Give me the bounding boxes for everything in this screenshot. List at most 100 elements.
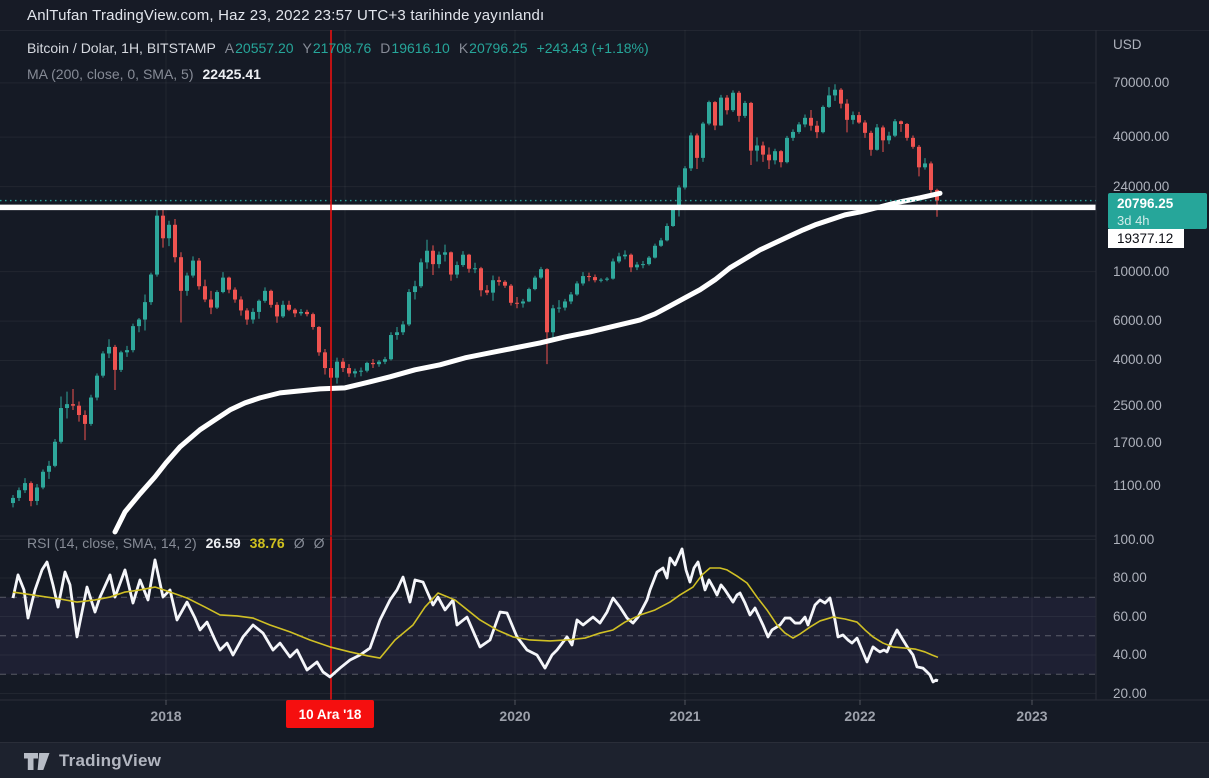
price-axis-label: 1100.00 xyxy=(1113,477,1161,493)
rsi-axis-label: 60.00 xyxy=(1113,608,1147,624)
candle-body xyxy=(839,89,843,104)
candle-body xyxy=(569,294,573,302)
candle-body xyxy=(323,352,327,369)
ma-label: MA (200, close, 0, SMA, 5) xyxy=(27,66,194,82)
candle-body xyxy=(785,137,789,163)
candle-body xyxy=(899,121,903,124)
price-axis-label: 10000.00 xyxy=(1113,263,1170,279)
candle-body xyxy=(761,145,765,155)
footer-bar: TradingView xyxy=(0,742,1209,778)
rsi-legend[interactable]: RSI (14, close, SMA, 14, 2) 26.59 38.76 … xyxy=(27,535,325,551)
candle-body xyxy=(269,290,273,305)
candle-body xyxy=(101,353,105,376)
candle-body xyxy=(617,256,621,262)
drawing-price-badge: 19377.12 xyxy=(1108,229,1184,248)
rsi-sma-value: 38.76 xyxy=(249,535,285,551)
candle-body xyxy=(173,224,177,258)
candle-body xyxy=(731,92,735,111)
time-axis-label: 2018 xyxy=(150,708,182,724)
candle-body xyxy=(257,300,261,312)
chart-canvas[interactable] xyxy=(0,30,1209,742)
candle-body xyxy=(341,361,345,369)
ma-200-line xyxy=(112,190,943,535)
candle-body xyxy=(707,102,711,124)
rsi-axis-label: 20.00 xyxy=(1113,685,1147,701)
rsi-axis-label: 80.00 xyxy=(1113,570,1147,585)
low-value: D 19616.10 xyxy=(380,40,450,56)
candle-body xyxy=(683,168,687,188)
candle-body xyxy=(419,262,423,287)
candle-body xyxy=(863,122,867,133)
candle-body xyxy=(59,408,63,442)
candle-body xyxy=(353,371,357,374)
candle-body xyxy=(335,361,339,378)
candle-body xyxy=(905,123,909,138)
candle-body xyxy=(431,250,435,265)
price-axis-label: 40000.00 xyxy=(1113,129,1170,145)
candle-body xyxy=(191,260,195,276)
candle-body xyxy=(239,299,243,311)
candle-body xyxy=(467,254,471,269)
current-price-badge: 20796.25 3d 4h xyxy=(1108,193,1207,229)
candle-body xyxy=(461,254,465,266)
candle-body xyxy=(695,135,699,158)
candle-body xyxy=(41,471,45,488)
candle-body xyxy=(455,265,459,275)
candle-body xyxy=(287,304,291,310)
symbol-title: Bitcoin / Dolar, 1H, BITSTAMP xyxy=(27,40,216,56)
close-value: K 20796.25 xyxy=(458,40,528,56)
rsi-null-2: Ø xyxy=(313,535,325,551)
candle-body xyxy=(233,289,237,300)
candle-body xyxy=(395,332,399,336)
candle-body xyxy=(413,286,417,293)
candle-body xyxy=(479,268,483,291)
rsi-label: RSI (14, close, SMA, 14, 2) xyxy=(27,535,197,551)
candle-body xyxy=(11,497,15,504)
candle-body xyxy=(221,277,225,293)
candle-body xyxy=(599,279,603,281)
rsi-line xyxy=(11,547,939,684)
candle-body xyxy=(29,483,33,501)
candle-body xyxy=(815,125,819,133)
tradingview-logo-icon[interactable] xyxy=(24,752,50,770)
symbol-legend[interactable]: Bitcoin / Dolar, 1H, BITSTAMP A 20557.20 … xyxy=(27,40,649,56)
price-axis-label: 2500.00 xyxy=(1113,398,1162,414)
candle-body xyxy=(701,123,705,158)
current-price-value: 20796.25 xyxy=(1117,196,1174,211)
candle-body xyxy=(23,483,27,491)
bar-countdown: 3d 4h xyxy=(1117,212,1150,228)
candle-body xyxy=(521,301,525,304)
candle-body xyxy=(389,335,393,360)
candle-body xyxy=(503,281,507,286)
candle-body xyxy=(401,324,405,333)
candle-body xyxy=(137,319,141,327)
candle-body xyxy=(299,311,303,314)
candle-body xyxy=(725,97,729,111)
candle-body xyxy=(887,135,891,141)
candle-body xyxy=(557,307,561,309)
ma-legend[interactable]: MA (200, close, 0, SMA, 5) 22425.41 xyxy=(27,66,261,82)
candle-body xyxy=(71,404,75,406)
chart-area[interactable]: Bitcoin / Dolar, 1H, BITSTAMP A 20557.20 … xyxy=(0,30,1209,742)
candle-body xyxy=(425,250,429,263)
candle-body xyxy=(641,264,645,266)
candle-body xyxy=(107,346,111,354)
candle-body xyxy=(197,260,201,287)
candle-body xyxy=(875,127,879,150)
candle-body xyxy=(929,163,933,190)
candle-body xyxy=(407,292,411,325)
drawing-price-value: 19377.12 xyxy=(1117,231,1174,246)
candle-body xyxy=(533,277,537,290)
price-axis-label: 24000.00 xyxy=(1113,178,1170,194)
candle-body xyxy=(917,146,921,168)
candle-body xyxy=(545,269,549,333)
candle-body xyxy=(869,132,873,150)
candle-body xyxy=(209,299,213,308)
brand-name[interactable]: TradingView xyxy=(59,751,162,770)
candle-body xyxy=(773,151,777,161)
attribution-text: AnlTufan TradingView.com, Haz 23, 2022 2… xyxy=(27,6,545,24)
candle-body xyxy=(653,245,657,258)
candle-body xyxy=(305,311,309,315)
candle-body xyxy=(743,102,747,116)
candle-body xyxy=(881,127,885,141)
